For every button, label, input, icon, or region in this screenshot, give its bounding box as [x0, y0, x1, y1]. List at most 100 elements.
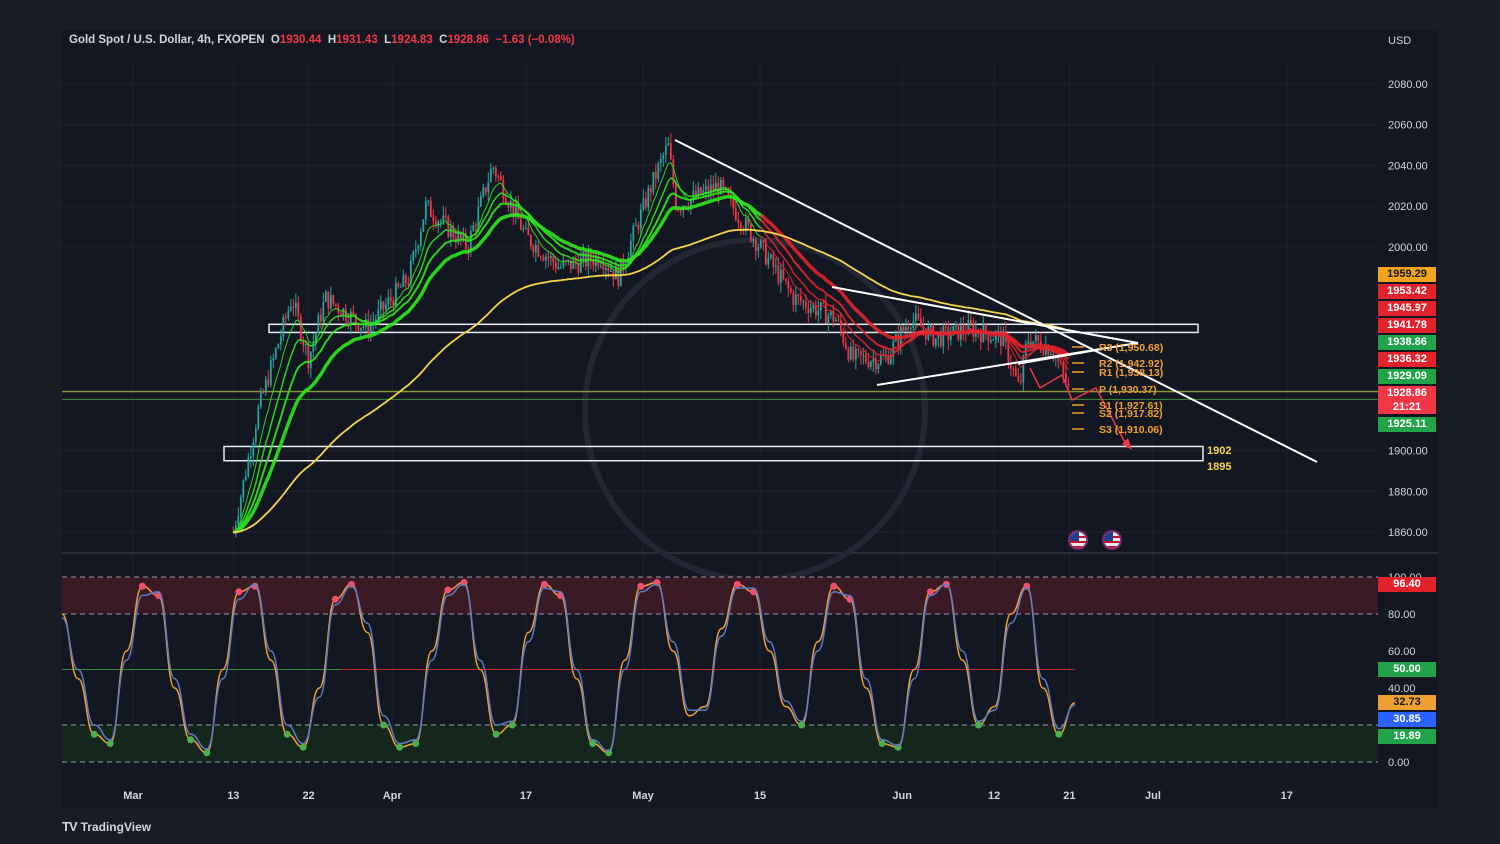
candle-body — [307, 344, 310, 369]
symbol-legend[interactable]: Gold Spot / U.S. Dollar, 4h, FXOPEN O193… — [69, 34, 575, 46]
osc-tick-label: 40.00 — [1388, 683, 1416, 695]
resistance-zone — [268, 323, 1199, 334]
candle-body — [637, 225, 640, 230]
ema-line-green — [233, 162, 764, 533]
candle-body — [942, 326, 945, 347]
candle-body — [882, 355, 885, 357]
open-value: 1930.44 — [279, 34, 322, 46]
candle-body — [1037, 335, 1040, 342]
candle-body — [527, 227, 530, 236]
candle-body — [287, 310, 290, 319]
us-flag-event-icon[interactable] — [1102, 530, 1122, 550]
osc-tick-label: 80.00 — [1388, 609, 1416, 621]
candle-body — [897, 334, 900, 347]
pivot-label: S2 (1,917.82) — [1099, 408, 1163, 420]
candle-body — [517, 205, 520, 220]
candle-body — [614, 267, 617, 280]
candle-body — [267, 379, 270, 386]
candle-body — [389, 297, 392, 301]
candle-body — [929, 325, 932, 328]
candle-body — [1059, 361, 1062, 364]
candle-body — [407, 283, 410, 285]
x-tick-label: Mar — [123, 790, 143, 802]
candle-body — [667, 143, 670, 146]
candle-body — [779, 269, 782, 283]
candle-body — [242, 480, 245, 498]
osc-badge: 32.73 — [1378, 694, 1436, 710]
candle-body — [537, 245, 540, 257]
candle-body — [702, 190, 705, 195]
candle-body — [769, 254, 772, 258]
candle-body — [652, 171, 655, 193]
candle-body — [647, 188, 650, 208]
tradingview-logo[interactable]: TV TradingView — [62, 819, 151, 834]
overbought-dot — [235, 588, 243, 596]
candle-body — [292, 306, 295, 308]
candle-body — [299, 316, 302, 341]
osc-badge: 96.40 — [1378, 576, 1436, 592]
candle-body — [874, 358, 877, 369]
candle-body — [739, 222, 742, 229]
ema-line-green — [233, 195, 765, 534]
candle-body — [1017, 375, 1020, 382]
oversold-dot — [589, 740, 597, 747]
candle-body — [309, 351, 312, 369]
candle-body — [289, 306, 292, 311]
candle-body — [434, 221, 437, 226]
stoch-k-line — [61, 583, 1076, 752]
candle-body — [979, 333, 982, 342]
ema-line-green — [233, 177, 764, 533]
oversold-dot — [396, 743, 404, 751]
open-label: O — [270, 34, 280, 46]
candle-body — [577, 263, 580, 273]
candle-body — [797, 294, 800, 297]
candle-body — [984, 324, 987, 335]
candle-body — [999, 330, 1002, 347]
candle-body — [759, 240, 762, 248]
candle-body — [937, 333, 940, 339]
pivot-label: P (1,930.37) — [1099, 384, 1157, 396]
candle-body — [562, 260, 565, 267]
candle-body — [694, 191, 697, 197]
x-tick-label: Jun — [892, 790, 912, 802]
candle-body — [949, 335, 952, 340]
projection-arrowhead-icon — [1122, 438, 1132, 450]
candle-body — [807, 308, 810, 314]
x-tick-label: Jul — [1145, 790, 1161, 802]
oversold-dot — [203, 749, 211, 757]
candle-body — [829, 310, 832, 316]
candle-body — [1002, 331, 1005, 347]
candle-body — [822, 302, 825, 304]
candle-body — [449, 226, 452, 237]
candle-body — [1019, 381, 1022, 383]
candle-body — [852, 346, 855, 360]
pivot-label: S1 (1,927.61) — [1099, 400, 1163, 412]
candle-body — [872, 358, 875, 362]
oversold-dot — [412, 740, 420, 747]
last-price-value: 1928.86 — [1387, 387, 1427, 399]
candle-body — [884, 355, 887, 357]
candle-body — [252, 442, 255, 456]
candle-body — [992, 339, 995, 341]
candle-body — [629, 240, 632, 258]
candle-body — [1062, 363, 1065, 374]
oversold-dot — [283, 730, 291, 738]
candle-body — [339, 312, 342, 317]
candle-body — [1067, 383, 1070, 385]
x-tick-label: 15 — [754, 790, 766, 802]
candle-body — [642, 198, 645, 210]
candle-body — [659, 158, 662, 164]
candle-body — [1022, 356, 1025, 383]
candle-body — [1014, 368, 1017, 376]
candle-body — [347, 320, 350, 325]
candle-body — [549, 255, 552, 258]
candle-body — [317, 315, 320, 334]
candle-body — [507, 203, 510, 208]
candle-body — [262, 391, 265, 393]
x-tick-label: 17 — [1281, 790, 1293, 802]
candle-body — [777, 265, 780, 283]
us-flag-event-icon[interactable] — [1068, 530, 1088, 550]
candle-body — [699, 187, 702, 195]
high-label: H — [327, 34, 337, 46]
